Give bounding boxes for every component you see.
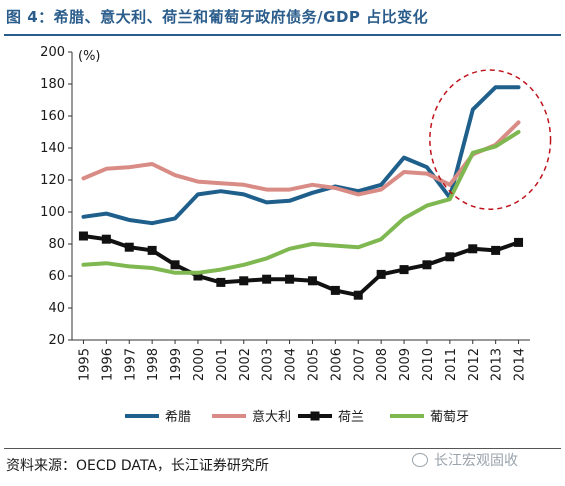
- legend-label: 葡萄牙: [430, 410, 469, 425]
- series-line: [81, 130, 521, 275]
- y-tick-label: 100: [40, 205, 65, 220]
- wechat-icon: [412, 453, 428, 467]
- y-tick-label: 200: [40, 45, 65, 60]
- footer-divider: [4, 448, 561, 449]
- x-tick-label: 2010: [421, 348, 436, 381]
- x-tick-label: 2014: [513, 348, 528, 381]
- series-marker: [399, 265, 409, 275]
- series-marker: [422, 260, 432, 270]
- x-tick-label: 2005: [306, 348, 321, 381]
- y-unit-label: (%): [78, 49, 101, 64]
- x-tick-label: 2001: [215, 348, 230, 381]
- x-tick-label: 2007: [352, 348, 367, 381]
- y-tick-label: 60: [48, 269, 65, 284]
- watermark: 长江宏观固收: [412, 450, 518, 470]
- x-tick-label: 1999: [169, 348, 184, 381]
- x-tick-label: 2008: [375, 348, 390, 381]
- x-tick-label: 2002: [238, 348, 253, 381]
- x-tick-label: 2000: [192, 348, 207, 381]
- title-divider: [4, 34, 561, 36]
- chart-title: 图 4：希腊、意大利、荷兰和葡萄牙政府债务/GDP 占比变化: [6, 8, 429, 26]
- x-tick-label: 2009: [398, 348, 413, 381]
- y-tick-label: 180: [40, 77, 65, 92]
- highlight-ellipse: [429, 69, 552, 210]
- series-line: [81, 85, 521, 226]
- series-marker: [514, 237, 524, 247]
- series-marker: [285, 274, 295, 284]
- y-tick-label: 160: [40, 109, 65, 124]
- y-tick-label: 120: [40, 173, 65, 188]
- series-marker: [307, 276, 317, 286]
- series-marker: [147, 245, 157, 255]
- x-tick-label: 1997: [123, 348, 138, 381]
- legend-label: 荷兰: [338, 410, 364, 425]
- line-chart: 20 40 60 80 100 120 140 160 180 200 (%) 1995 1996 199…: [40, 45, 552, 425]
- y-tick-label: 140: [40, 141, 65, 156]
- series-marker: [216, 277, 226, 287]
- x-tick-label: 2004: [284, 348, 299, 381]
- legend-label: 意大利: [252, 409, 291, 425]
- series-marker: [491, 245, 501, 255]
- series-marker: [376, 269, 386, 279]
- x-tick-label: 1996: [100, 348, 115, 381]
- series-marker: [124, 242, 134, 252]
- watermark-text: 长江宏观固收: [434, 453, 518, 469]
- x-tick-label: 2012: [467, 348, 482, 381]
- series-marker: [262, 274, 272, 284]
- legend-label: 希腊: [165, 410, 191, 425]
- x-tick-label: 1995: [77, 348, 92, 381]
- x-tick-label: 2006: [329, 348, 344, 381]
- y-tick-label: 80: [48, 237, 65, 252]
- series-marker: [353, 290, 363, 300]
- series-line: [81, 120, 521, 197]
- legend-marker: [310, 411, 320, 421]
- x-tick-label: 2013: [490, 348, 505, 381]
- series-marker: [170, 260, 180, 270]
- series-marker: [78, 231, 88, 241]
- x-tick-label: 2011: [444, 348, 459, 381]
- series-marker: [239, 276, 249, 286]
- series-marker: [468, 244, 478, 254]
- x-tick-label: 1998: [146, 348, 161, 381]
- series-marker: [101, 234, 111, 244]
- series-marker: [330, 285, 340, 295]
- series-marker: [445, 252, 455, 262]
- x-tick-label: 2003: [261, 348, 276, 381]
- y-tick-label: 40: [48, 301, 65, 316]
- source-note: 资料来源：OECD DATA，长江证券研究所: [6, 458, 269, 474]
- series-marker: [193, 271, 203, 281]
- y-tick-label: 20: [48, 333, 65, 348]
